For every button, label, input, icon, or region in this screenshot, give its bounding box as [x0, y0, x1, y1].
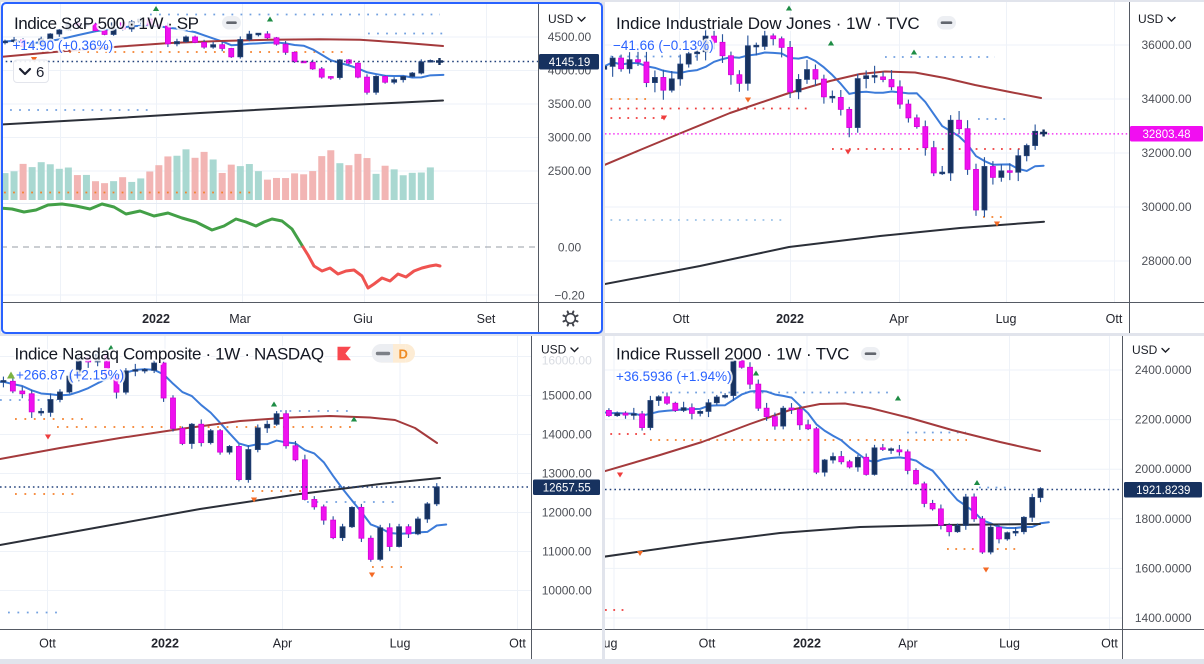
svg-text:1800.0000: 1800.0000: [1135, 512, 1192, 526]
svg-text:2022: 2022: [793, 637, 821, 651]
svg-text:1400.0000: 1400.0000: [1135, 611, 1192, 625]
svg-text:Ott: Ott: [1106, 312, 1123, 326]
svg-text:Lug: Lug: [390, 637, 411, 651]
svg-text:D: D: [399, 346, 408, 361]
svg-text:Apr: Apr: [889, 312, 908, 326]
svg-text:1600.0000: 1600.0000: [1135, 561, 1192, 575]
svg-text:36000.00: 36000.00: [1141, 38, 1191, 52]
svg-text:16000.00: 16000.00: [542, 354, 592, 368]
svg-text:1921.8239: 1921.8239: [1136, 485, 1190, 497]
svg-text:Ott: Ott: [509, 637, 526, 651]
svg-text:10000.00: 10000.00: [542, 584, 592, 598]
svg-text:3500.00: 3500.00: [548, 97, 592, 111]
svg-text:Apr: Apr: [898, 637, 917, 651]
svg-text:2022: 2022: [142, 312, 170, 326]
svg-text:15000.00: 15000.00: [542, 389, 592, 403]
svg-text:Set: Set: [477, 312, 496, 326]
svg-text:28000.00: 28000.00: [1141, 254, 1191, 268]
svg-text:+266.87 (+2.15%): +266.87 (+2.15%): [16, 368, 124, 383]
svg-text:34000.00: 34000.00: [1141, 92, 1191, 106]
svg-text:Ott: Ott: [1101, 637, 1118, 651]
svg-text:0.00: 0.00: [558, 241, 582, 255]
svg-text:USD: USD: [1138, 12, 1164, 26]
svg-text:Ott: Ott: [673, 312, 690, 326]
svg-text:USD: USD: [548, 12, 574, 26]
svg-text:Giu: Giu: [353, 312, 373, 326]
svg-text:+36.5936 (+1.94%): +36.5936 (+1.94%): [616, 369, 732, 384]
svg-text:−41.66 (−0.13%): −41.66 (−0.13%): [613, 38, 714, 53]
svg-text:3000.00: 3000.00: [548, 131, 592, 145]
svg-text:Indice Russell 2000 · 1W · TVC: Indice Russell 2000 · 1W · TVC: [616, 345, 849, 364]
svg-text:13000.00: 13000.00: [542, 467, 592, 481]
svg-text:2400.0000: 2400.0000: [1135, 363, 1192, 377]
svg-text:USD: USD: [541, 343, 567, 357]
svg-text:Mar: Mar: [229, 312, 251, 326]
svg-text:32000.00: 32000.00: [1141, 146, 1191, 160]
svg-text:Indice Nasdaq Composite · 1W ·: Indice Nasdaq Composite · 1W · NASDAQ: [15, 345, 324, 364]
svg-text:12657.55: 12657.55: [543, 482, 591, 494]
svg-text:Indice S&P 500 · 1W · SP: Indice S&P 500 · 1W · SP: [14, 14, 199, 33]
svg-text:Apr: Apr: [273, 637, 292, 651]
svg-text:2022: 2022: [776, 312, 804, 326]
svg-text:4145.19: 4145.19: [549, 57, 591, 69]
svg-text:Indice Industriale Dow Jones ·: Indice Industriale Dow Jones · 1W · TVC: [616, 14, 920, 33]
svg-text:2022: 2022: [151, 637, 179, 651]
svg-text:14000.00: 14000.00: [542, 428, 592, 442]
svg-text:11000.00: 11000.00: [542, 545, 591, 559]
svg-text:12000.00: 12000.00: [542, 506, 592, 520]
svg-text:4500.00: 4500.00: [548, 30, 592, 44]
svg-text:6: 6: [36, 64, 44, 81]
svg-text:Lug: Lug: [605, 637, 617, 651]
svg-text:32803.48: 32803.48: [1143, 129, 1191, 141]
svg-text:30000.00: 30000.00: [1141, 200, 1191, 214]
svg-text:+14.90 (+0.36%): +14.90 (+0.36%): [13, 38, 114, 53]
svg-text:2500.00: 2500.00: [548, 164, 592, 178]
svg-text:Ott: Ott: [39, 637, 56, 651]
svg-text:2000.0000: 2000.0000: [1135, 462, 1192, 476]
svg-text:USD: USD: [1132, 343, 1158, 357]
svg-text:−0.20: −0.20: [554, 289, 585, 303]
svg-text:Lug: Lug: [999, 637, 1020, 651]
svg-text:2200.0000: 2200.0000: [1135, 413, 1192, 427]
svg-text:Lug: Lug: [996, 312, 1017, 326]
svg-text:Ott: Ott: [699, 637, 716, 651]
